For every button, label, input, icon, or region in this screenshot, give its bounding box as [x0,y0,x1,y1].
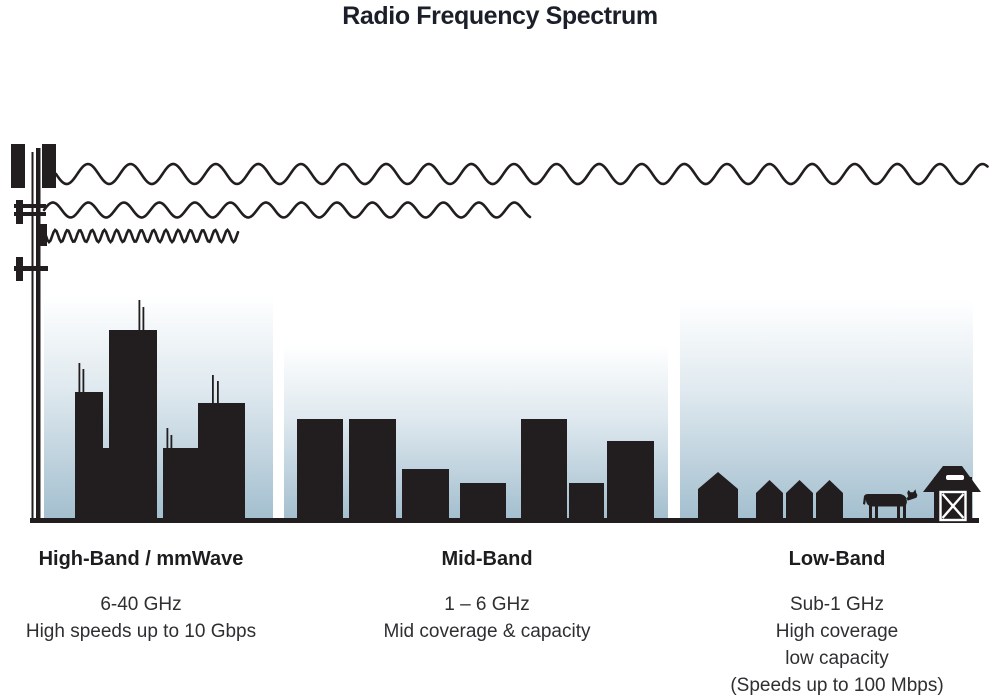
mid-band-heading: Mid-Band [441,548,533,570]
building [198,403,245,520]
mid-band-label-group: Mid-Band 1 – 6 GHz Mid coverage & capaci… [367,548,607,645]
tower-mast-thin [31,152,34,518]
rooftop-antenna [170,435,173,449]
tower-crossarm [14,212,46,216]
house-icon [786,480,813,520]
house-icon [698,472,738,520]
rooftop-antenna [138,300,141,331]
tower-crossarm [14,204,46,208]
high-band-city-skyline [75,300,245,520]
low-band-rural-scene [698,466,981,522]
building [521,419,567,520]
low-band-speed: (Speeds up to 100 Mbps) [730,675,944,696]
rooftop-antenna [82,369,85,393]
short-wavelength-wave-icon [44,228,240,244]
house-icon [816,480,843,520]
long-wavelength-wave-icon [54,162,989,186]
page-title: Radio Frequency Spectrum [342,2,658,30]
low-band-label-group: Low-Band Sub-1 GHz High coverage low cap… [716,548,958,699]
tower-side-antenna [16,257,23,281]
ground-line [30,518,979,523]
building [460,483,506,520]
building [297,419,343,520]
high-band-frequency: 6-40 GHz [100,594,182,615]
tower-side-antenna [16,200,23,224]
rooftop-antenna [166,428,169,449]
building [402,469,449,520]
building [349,419,396,520]
low-band-coverage: High coverage [775,621,899,642]
rooftop-antenna [217,381,219,404]
tower-antenna-panel-right [42,144,56,188]
medium-wavelength-wave-icon [42,201,532,219]
tower-antenna-panel-left [11,144,25,188]
building [607,441,654,520]
mid-band-city-skyline [297,419,654,520]
low-band-frequency: Sub-1 GHz [790,594,884,615]
high-band-heading: High-Band / mmWave [38,548,244,570]
high-band-description: High speeds up to 10 Gbps [25,621,257,642]
building [163,448,198,520]
barn-hayloft-vent [946,475,964,480]
barn-door-crossbuck [941,493,965,519]
low-band-capacity: low capacity [785,648,889,669]
mid-band-description: Mid coverage & capacity [383,621,591,642]
tower-crossarm [14,266,48,271]
building [109,330,157,520]
cell-tower-icon [11,144,56,518]
rooftop-antenna [78,363,81,393]
building [75,392,103,520]
rooftop-antenna [142,307,145,331]
cow-icon [863,489,918,521]
building [569,483,604,520]
house-icon [756,480,783,520]
tower-stub-antenna [40,224,47,246]
high-band-label-group: High-Band / mmWave 6-40 GHz High speeds … [20,548,262,645]
mid-band-frequency: 1 – 6 GHz [444,594,530,615]
low-band-heading: Low-Band [788,548,886,570]
barn-icon [923,466,981,522]
building [102,448,110,520]
tower-mast [36,148,41,518]
rooftop-antenna [212,375,214,404]
